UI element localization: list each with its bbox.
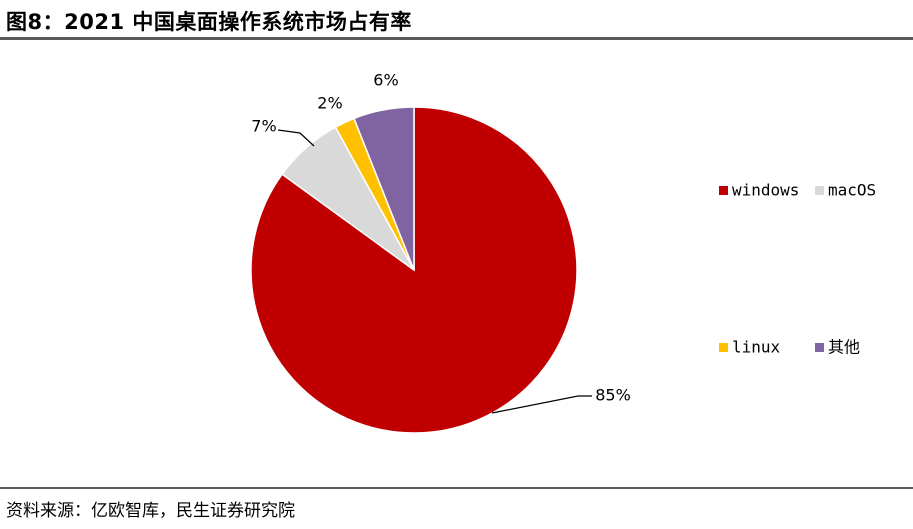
leader-line-windows: [491, 395, 592, 414]
data-label-windows: 85%: [595, 386, 631, 405]
leader-line-macOS: [277, 129, 315, 147]
legend-label-linux: linux: [732, 338, 781, 357]
legend-label-其他: 其他: [828, 338, 860, 357]
footer-divider: [0, 487, 913, 489]
source-note: 资料来源：亿欧智库，民生证券研究院: [6, 501, 295, 521]
legend-label-macOS: macOS: [828, 181, 876, 200]
legend-swatch-其他: [815, 343, 824, 352]
title-divider: [0, 37, 913, 40]
data-label-linux: 2%: [317, 94, 342, 113]
pie-slice-其他: [353, 106, 415, 271]
chart-title: 图8：2021 中国桌面操作系统市场占有率: [6, 10, 412, 34]
legend-label-windows: windows: [732, 181, 799, 200]
data-label-其他: 6%: [373, 71, 398, 90]
legend-swatch-windows: [719, 186, 728, 195]
legend-swatch-macOS: [815, 186, 824, 195]
data-label-macOS: 7%: [251, 117, 276, 136]
legend-swatch-linux: [719, 343, 728, 352]
